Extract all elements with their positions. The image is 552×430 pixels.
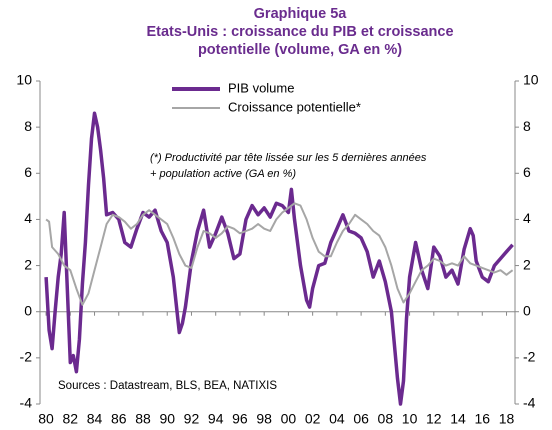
y-tick-label: 10 (16, 72, 32, 88)
y-tick-label: 0 (24, 302, 32, 318)
sources: Sources : Datastream, BLS, BEA, NATIXIS (58, 380, 277, 392)
x-tick-label: 86 (111, 411, 127, 427)
y-tick-label: 6 (24, 164, 32, 180)
y2-tick-label: 10 (523, 72, 539, 88)
chart-title: Graphique 5a (254, 6, 348, 22)
note: (*) Productivité par tête lissée sur les… (150, 152, 427, 164)
x-tick-label: 94 (208, 411, 224, 427)
x-tick-label: 90 (159, 411, 175, 427)
series-line (44, 111, 514, 406)
x-tick-label: 18 (499, 411, 515, 427)
x-tick-label: 12 (426, 411, 442, 427)
x-tick-label: 14 (450, 411, 466, 427)
chart-title: potentielle (volume, GA en %) (198, 42, 402, 58)
x-tick-label: 84 (87, 411, 103, 427)
y-tick-label: 8 (24, 118, 32, 134)
note: + population active (GA en %) (150, 168, 296, 180)
x-tick-label: 16 (474, 411, 490, 427)
y2-tick-label: -4 (523, 395, 536, 411)
x-tick-label: 92 (184, 411, 200, 427)
y2-tick-label: 8 (523, 118, 531, 134)
x-tick-label: 08 (378, 411, 394, 427)
x-tick-label: 88 (135, 411, 151, 427)
x-tick-label: 06 (353, 411, 369, 427)
y2-tick-label: 2 (523, 256, 531, 272)
x-tick-label: 80 (38, 411, 54, 427)
y2-tick-label: 0 (523, 302, 531, 318)
legend-label: Croissance potentielle* (228, 99, 361, 114)
y-tick-label: 4 (24, 210, 32, 226)
series-line (45, 202, 514, 306)
x-tick-label: 04 (329, 411, 345, 427)
y-tick-label: -2 (20, 349, 33, 365)
legend-label: PIB volume (228, 80, 294, 95)
y2-tick-label: -2 (523, 349, 536, 365)
x-tick-label: 02 (305, 411, 321, 427)
x-tick-label: 00 (281, 411, 297, 427)
x-tick-label: 10 (402, 411, 418, 427)
y-tick-label: 2 (24, 256, 32, 272)
y2-tick-label: 6 (523, 164, 531, 180)
y2-tick-label: 4 (523, 210, 531, 226)
x-tick-label: 82 (63, 411, 79, 427)
chart-title: Etats-Unis : croissance du PIB et croiss… (146, 24, 453, 40)
x-tick-label: 98 (256, 411, 272, 427)
y-tick-label: -4 (20, 395, 33, 411)
x-tick-label: 96 (232, 411, 248, 427)
